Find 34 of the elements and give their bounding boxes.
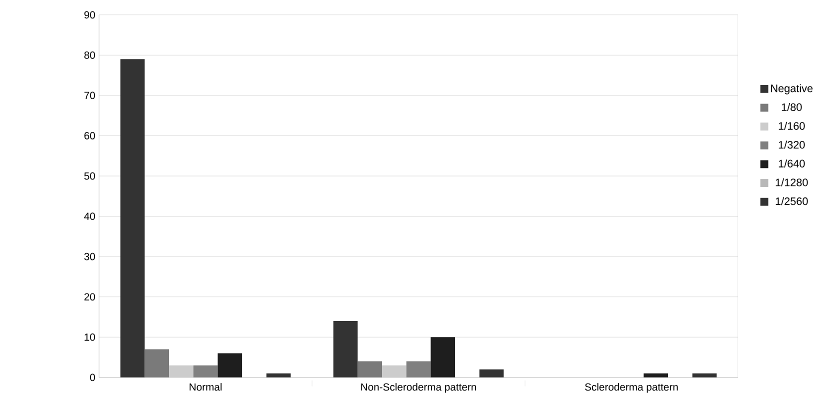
- legend-label: 1/1280: [776, 178, 808, 186]
- x-tick-label: Non-Scleroderma pattern: [361, 383, 476, 393]
- bar: [692, 373, 717, 378]
- bar: [382, 365, 406, 378]
- bar: [358, 361, 382, 378]
- bar: [169, 365, 194, 378]
- y-tick-label: 60: [84, 132, 95, 140]
- bar: [479, 369, 504, 378]
- bar: [193, 365, 218, 378]
- y-tick-label: 80: [84, 51, 95, 59]
- bar: [218, 353, 242, 378]
- legend-label: 1/80: [782, 102, 802, 111]
- bar: [644, 373, 668, 378]
- legend-label: 1/160: [778, 122, 805, 130]
- y-tick-label: 90: [84, 11, 95, 18]
- y-tick-label: 30: [84, 252, 95, 260]
- bar: [266, 373, 291, 378]
- y-tick-label: 40: [84, 212, 95, 220]
- bar: [120, 59, 145, 378]
- x-tick-label: Normal: [190, 383, 222, 391]
- bar: [333, 320, 358, 378]
- bar: [406, 361, 431, 378]
- legend-label: 1/320: [778, 140, 805, 149]
- legend-label: Negative: [771, 84, 813, 94]
- y-tick-label: 50: [84, 172, 95, 180]
- y-tick-label: 70: [84, 92, 95, 100]
- bar: [430, 337, 456, 378]
- y-tick-label: 10: [84, 333, 95, 341]
- legend-label: 1/2560: [776, 197, 808, 206]
- y-tick-label: 20: [84, 293, 95, 300]
- legend-label: 1/640: [778, 159, 805, 168]
- y-tick-label: 0: [90, 374, 95, 382]
- x-tick-label: Scleroderma pattern: [585, 383, 678, 393]
- bar: [144, 349, 170, 378]
